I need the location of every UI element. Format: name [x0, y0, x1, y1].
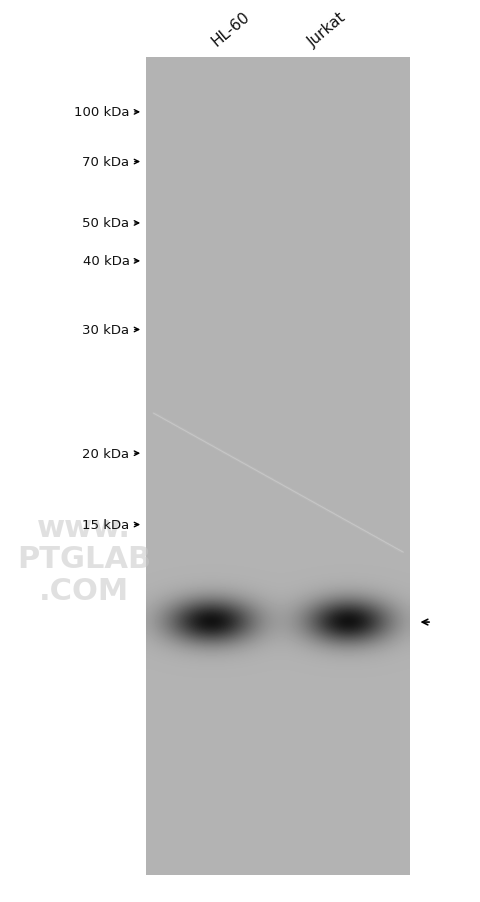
Text: 20 kDa: 20 kDa — [83, 447, 130, 460]
Text: 15 kDa: 15 kDa — [83, 519, 130, 531]
Text: 30 kDa: 30 kDa — [83, 324, 130, 336]
Text: Jurkat: Jurkat — [305, 10, 348, 50]
Text: 100 kDa: 100 kDa — [74, 106, 130, 119]
Text: 40 kDa: 40 kDa — [83, 255, 130, 268]
Text: 50 kDa: 50 kDa — [83, 217, 130, 230]
Text: www.
PTGLAB
.COM: www. PTGLAB .COM — [17, 513, 151, 605]
Text: HL-60: HL-60 — [209, 10, 252, 50]
Text: 70 kDa: 70 kDa — [83, 156, 130, 169]
Bar — [146, 59, 410, 875]
